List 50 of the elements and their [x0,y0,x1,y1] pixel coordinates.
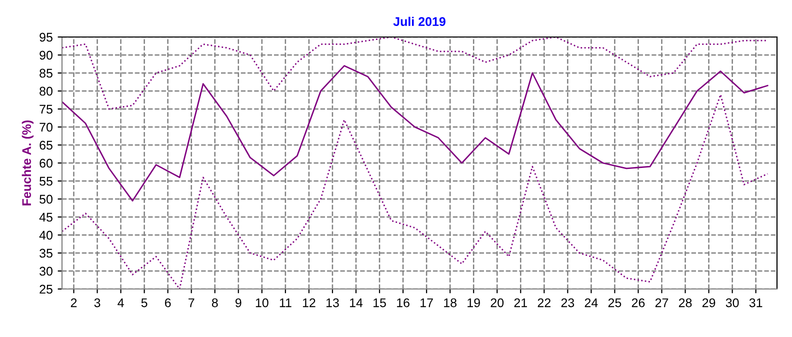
x-tick-label: 26 [632,298,645,308]
line-series [62,65,768,202]
x-tick-label: 30 [726,298,739,308]
x-tick-label: 25 [608,298,622,308]
x-tick-label: 16 [397,298,410,308]
y-tick-label: 55 [40,176,52,186]
x-tick-label: 7 [188,298,194,308]
x-tick-label: 27 [655,298,668,308]
x-tick-label: 5 [141,298,148,308]
x-tick-label: 9 [236,298,242,308]
x-tick-label: 11 [280,298,292,308]
x-tick-label: 12 [302,298,316,308]
x-tick-label: 13 [326,298,339,308]
x-tick-label: 19 [468,298,480,308]
y-tick-label: 40 [39,230,52,240]
x-tick-label: 3 [94,298,100,308]
y-tick-label: 35 [40,248,52,258]
chart-title: Juli 2019 [393,16,446,26]
x-tick-label: 17 [420,298,433,308]
y-tick-label: 85 [40,68,52,78]
x-tick-label: 2 [70,298,77,308]
line-series [62,37,768,110]
x-tick-label: 14 [350,298,363,308]
x-tick-label: 6 [165,298,171,308]
line-series [62,94,768,289]
x-tick-label: 4 [118,298,124,308]
x-tick-label: 22 [538,298,550,308]
y-tick-label: 90 [40,50,52,60]
y-tick-label: 75 [40,104,52,114]
y-tick-label: 60 [40,158,52,168]
y-tick-label: 70 [40,122,52,132]
y-tick-label: 95 [40,32,52,42]
y-tick-label: 50 [40,194,52,204]
x-tick-label: 29 [702,298,716,308]
x-tick-label: 8 [212,298,218,308]
y-tick-label: 25 [40,284,52,294]
x-tick-label: 10 [256,298,268,308]
x-tick-label: 18 [444,298,456,308]
x-tick-label: 21 [514,298,527,308]
y-tick-label: 45 [39,212,52,222]
y-tick-label: 80 [40,86,52,96]
y-tick-label: 30 [40,266,52,276]
x-tick-label: 28 [678,298,692,308]
x-tick-label: 24 [584,298,598,308]
x-tick-label: 31 [749,298,762,308]
y-tick-label: 65 [40,140,52,150]
x-tick-label: 20 [490,298,504,308]
x-tick-label: 15 [374,298,386,308]
y-axis-title: Feuchte A. (%) [22,120,34,206]
x-tick-label: 23 [561,298,574,308]
